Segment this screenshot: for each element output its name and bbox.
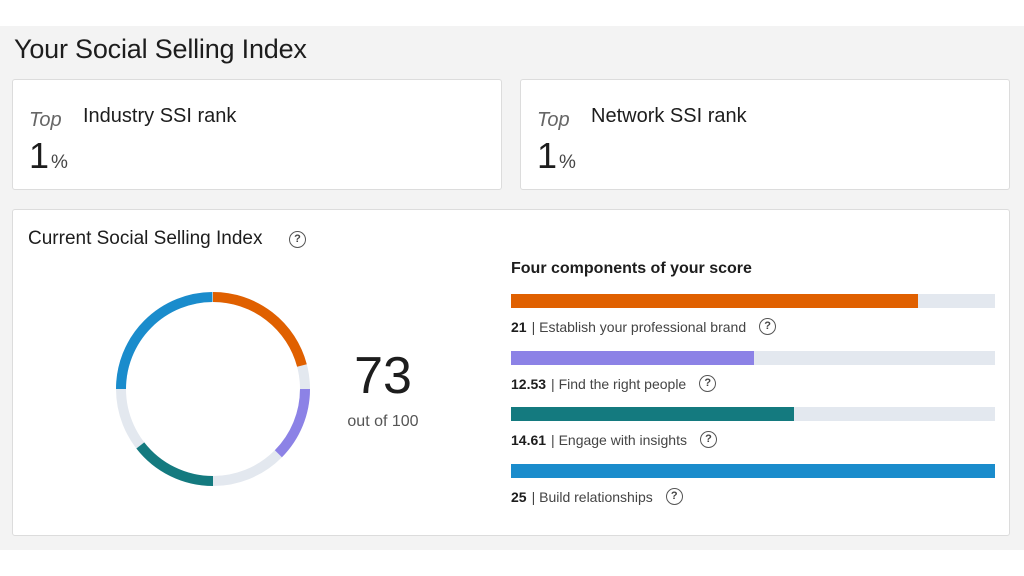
component-item: 25 | Build relationships? [511,464,995,505]
help-icon[interactable]: ? [289,231,306,248]
component-bar-fill [511,351,754,365]
donut-segment [116,292,213,390]
current-ssi-title: Current Social Selling Index [28,228,263,249]
network-top-label: Top [537,109,570,131]
component-label: 14.61 | Engage with insights? [511,431,995,448]
donut-segment [136,442,214,486]
component-value: 12.53 [511,375,547,392]
component-bar-track [511,464,995,478]
help-icon[interactable]: ? [665,488,683,505]
network-rank-number: 1 [537,135,558,176]
network-rank-unit: % [559,152,576,173]
donut-segment [274,388,310,458]
ssi-score-max: out of 100 [347,413,419,430]
component-name: | Find the right people [551,375,687,392]
ssi-score-value: 73 [354,347,412,405]
component-bar-track [511,407,995,421]
ssi-donut-chart [116,292,310,486]
component-item: 14.61 | Engage with insights? [511,407,995,448]
component-item: 12.53 | Find the right people? [511,351,995,392]
component-bar-fill [511,294,918,308]
network-rank-value: 1% [537,136,576,183]
help-icon[interactable]: ? [700,431,717,448]
component-value: 14.61 [511,431,547,448]
network-rank-title: Network SSI rank [591,105,747,127]
component-value: 21 [511,318,527,335]
donut-segment [212,292,307,367]
component-item: 21 | Establish your professional brand? [511,294,995,335]
component-label: 21 | Establish your professional brand? [511,318,995,335]
component-name: | Build relationships [531,488,653,505]
industry-top-label: Top [29,109,62,131]
component-label: 25 | Build relationships? [511,488,995,505]
help-icon[interactable]: ? [759,318,777,335]
current-ssi-card: Current Social Selling Index ? 73 out of… [12,209,1010,536]
component-value: 25 [511,488,527,505]
components-title: Four components of your score [511,260,752,277]
component-label: 12.53 | Find the right people? [511,375,995,392]
component-bar-fill [511,464,995,478]
component-name: | Engage with insights [551,431,687,448]
component-bar-track [511,351,995,365]
industry-rank-title: Industry SSI rank [83,105,237,127]
network-rank-card: Top Network SSI rank 1% [520,79,1010,190]
component-name: | Establish your professional brand [531,318,747,335]
component-bar-fill [511,407,794,421]
component-bar-track [511,294,995,308]
industry-rank-card: Top Industry SSI rank 1% [12,79,502,190]
industry-rank-unit: % [51,152,68,173]
industry-rank-value: 1% [29,136,68,183]
page-title: Your Social Selling Index [14,34,307,64]
help-icon[interactable]: ? [699,375,717,392]
industry-rank-number: 1 [29,135,50,176]
